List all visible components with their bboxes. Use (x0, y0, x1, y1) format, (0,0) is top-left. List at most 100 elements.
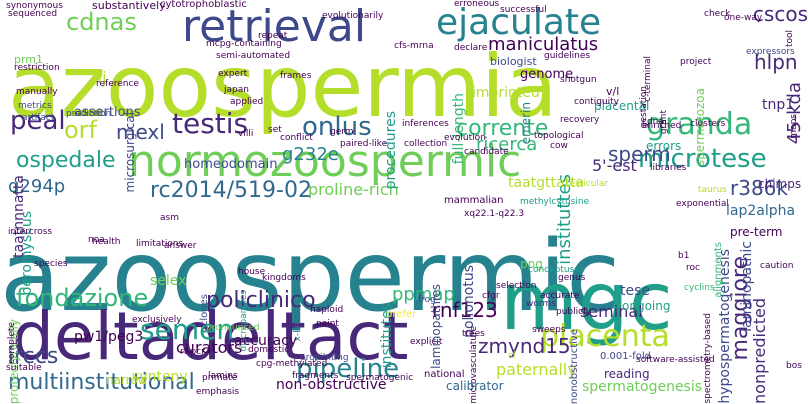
word-set: set (268, 125, 282, 135)
word-applied: applied (230, 97, 264, 107)
word-sweeps: sweeps (532, 325, 566, 335)
word-candidate: candidate (464, 147, 509, 157)
word-explicit: explicit (410, 337, 443, 347)
word-conceptuses: conceptuses (528, 265, 585, 275)
word-q294p: q294p (8, 176, 66, 197)
word-semen: semen (140, 313, 235, 346)
word-lamins: lamins (208, 371, 238, 381)
word-nonobstructive: nonobstructive (569, 328, 580, 404)
word-topological: topological (534, 131, 584, 141)
word-primate: primate (202, 373, 238, 383)
word-pw1-peg3: pw1/peg3 (74, 329, 144, 345)
word-ppmap: ppmap (392, 284, 455, 305)
word-guidelines: guidelines (544, 51, 591, 61)
word-5-est: 5'-est (592, 156, 637, 175)
word-reference: reference (96, 79, 139, 89)
word-mexl: mexl (116, 120, 165, 144)
word-spermatogenesis: spermatogenesis (582, 379, 703, 395)
word-emerin: emerin (519, 102, 533, 145)
word-health: health (92, 237, 121, 247)
word-accurate: accurate (540, 291, 580, 301)
word-chimps: chimps (758, 177, 802, 191)
word-trees: trees (462, 329, 485, 339)
word-mcpg-containing: mcpg-containing (206, 39, 282, 49)
word-fragments: fragments (292, 371, 339, 381)
word-imprinted: imprinted (472, 85, 540, 101)
word-irccs: irccs (8, 344, 59, 369)
word-domestic: domestic (248, 345, 290, 355)
word-procedures: procedures (383, 110, 399, 190)
word-genome: genome (520, 67, 574, 82)
word-cdnas: cdnas (66, 8, 137, 36)
word-flj: flj (92, 68, 107, 87)
word-homeodomain: homeodomain (184, 157, 278, 172)
word-retrieval: retrieval (182, 1, 367, 52)
word-g232e: g232e (282, 144, 339, 165)
word-azoospermic: azoospermic (0, 220, 621, 334)
word-pre-term: pre-term (730, 225, 783, 239)
word-biologist: biologist (490, 55, 537, 68)
word-b1: b1 (678, 251, 690, 261)
word-calibrator: calibrator (446, 379, 504, 393)
word-erroneous: erroneous (454, 0, 500, 9)
word-normozoospermic: normozoospermic (128, 136, 522, 187)
word-microsurgical: microsurgical (123, 112, 137, 193)
word-curators: curators (176, 338, 243, 357)
word-spectrometry-based: spectrometry-based (703, 313, 713, 404)
word-testis: testis (172, 107, 249, 140)
word-answer: answer (164, 241, 197, 251)
word-worms: worms (526, 299, 556, 309)
word-shotgun: shotgun (560, 75, 597, 85)
word-enriched: enriched (642, 121, 682, 131)
word-prediction: prediction (66, 109, 112, 119)
word-repeat: repeat (258, 31, 288, 41)
word-errors: errors (646, 139, 682, 153)
word-proline-rich: proline-rich (308, 180, 399, 199)
word-paint: paint (316, 319, 339, 329)
word-caution: caution (760, 261, 794, 271)
word-laminopathic: laminopathic (739, 240, 755, 332)
word-0-001-fold: 0.001-fold (600, 351, 652, 362)
word-paternally: paternally (496, 360, 577, 379)
word-discrepancies: discrepancies (239, 289, 249, 352)
word-asm: asm (160, 213, 179, 223)
word-intercross: intercross (8, 227, 53, 237)
word-mgc: mgc (500, 255, 673, 348)
word-v-l: v/l (606, 85, 620, 98)
word-peal: peal (10, 106, 66, 136)
word-rt-pcr: rt-pcr (180, 347, 205, 357)
word-microtese: microtese (638, 144, 767, 174)
word-exponential: exponential (676, 199, 729, 209)
word-reading: reading (604, 367, 650, 381)
word-house: house (238, 267, 266, 277)
word-selection: selection (496, 281, 537, 291)
word-publicly: publicly (556, 307, 591, 317)
word-declare: declare (454, 43, 488, 53)
word-cfs-mrna: cfs-mrna (394, 41, 434, 51)
word-microvasculature: microvasculature (469, 326, 479, 404)
word-synteny: synteny (132, 369, 188, 385)
word-kingdoms: kingdoms (262, 273, 306, 283)
word-one-way: one-way (724, 13, 763, 23)
word-placenta: placenta (540, 319, 670, 354)
word-prm1: prm1 (14, 53, 44, 66)
word-emphasis: emphasis (196, 387, 240, 397)
word-non-obstructive: non-obstructive (276, 377, 387, 393)
word-selex: selex (150, 273, 187, 289)
word-x-linked: x-linked (293, 305, 303, 342)
word-noa: noa (88, 235, 105, 245)
word-species: species (34, 259, 68, 269)
word-paired-like: paired-like (340, 139, 388, 149)
word-cow: cow (550, 141, 568, 151)
word-bos: bos (786, 361, 802, 371)
word-genus: genus (558, 273, 586, 283)
word-maniculatus: maniculatus (488, 34, 599, 55)
word-project: project (680, 57, 712, 67)
word-ricerca: ricerca (476, 134, 538, 155)
word-orf: orf (64, 116, 97, 144)
word-roc: roc (686, 263, 700, 273)
word-collection: collection (404, 139, 448, 149)
word-substantively: substantively (92, 0, 166, 12)
word-metrics: metrics (18, 101, 52, 111)
word-japan: japan (224, 85, 249, 95)
